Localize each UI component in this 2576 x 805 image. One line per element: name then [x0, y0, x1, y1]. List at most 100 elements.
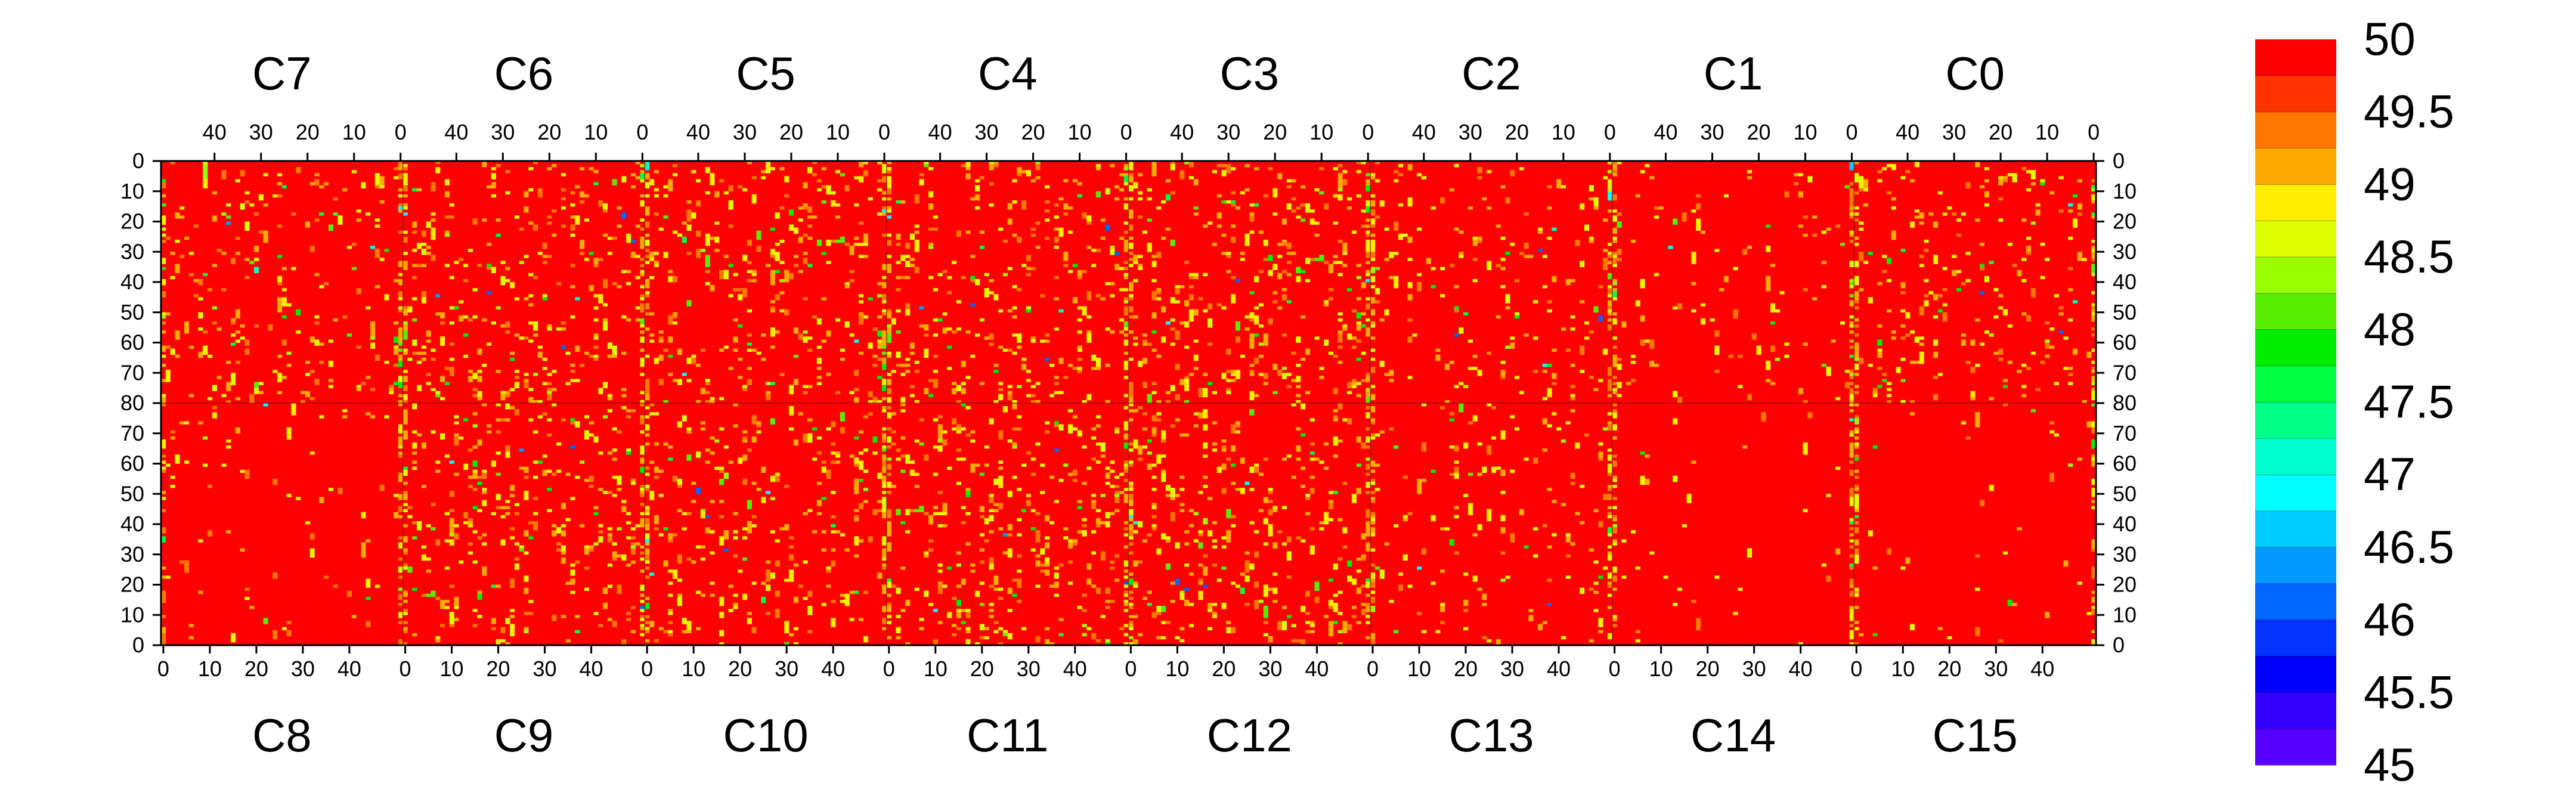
heat-cell	[309, 370, 315, 373]
heat-cell	[779, 278, 785, 283]
heat-cell	[1645, 478, 1650, 485]
heat-cell	[273, 478, 278, 485]
heat-cell	[505, 448, 510, 452]
heat-cell	[979, 246, 984, 249]
heat-cell	[886, 436, 891, 443]
heat-cell	[556, 527, 562, 534]
heat-cell	[394, 176, 399, 179]
heat-cell	[1249, 203, 1255, 207]
heat-cell	[398, 602, 403, 606]
heat-cell	[640, 460, 645, 464]
heat-cell	[1045, 515, 1050, 522]
heat-cell	[231, 342, 236, 346]
heat-cell	[1612, 288, 1617, 292]
heat-cell	[649, 403, 655, 407]
heat-cell	[1984, 191, 1989, 198]
heat-cell	[686, 209, 692, 222]
heat-cell	[882, 397, 887, 401]
heat-cell	[1663, 575, 1668, 579]
heat-cell	[1309, 630, 1315, 634]
heat-cell	[319, 415, 324, 419]
heat-cell	[161, 227, 166, 231]
heat-cell	[1309, 218, 1315, 225]
heat-cell	[435, 391, 441, 395]
heat-cell	[1058, 357, 1064, 364]
heat-cell	[500, 539, 506, 546]
heat-cell	[789, 224, 794, 228]
heat-cell	[161, 566, 166, 570]
heat-cell	[909, 394, 915, 398]
heat-cell	[863, 415, 868, 419]
heat-cell	[1542, 370, 1547, 373]
heat-cell	[607, 354, 612, 358]
heat-cell	[1402, 518, 1408, 522]
heat-cell	[1328, 503, 1334, 509]
heat-cell	[1133, 530, 1138, 534]
heat-cell	[1165, 321, 1171, 325]
heat-cell	[1035, 221, 1041, 225]
heat-cell	[1231, 200, 1236, 204]
heat-cell	[1231, 515, 1236, 519]
heat-cell	[1286, 373, 1292, 376]
heat-cell	[1389, 370, 1394, 376]
heat-cell	[937, 445, 943, 452]
heat-cell	[1682, 524, 1687, 528]
heat-cell	[1463, 599, 1469, 606]
heat-cell	[1854, 385, 1859, 388]
heat-cell	[444, 512, 450, 516]
heat-cell	[351, 615, 357, 618]
heat-cell	[500, 627, 506, 633]
heat-cell	[989, 333, 994, 340]
heat-cell	[937, 273, 943, 277]
heat-cell	[1296, 364, 1301, 367]
heat-cell	[886, 481, 891, 488]
heat-cell	[2091, 273, 2097, 277]
heat-cell	[663, 560, 668, 567]
heat-cell	[1496, 315, 1501, 319]
heat-cell	[533, 321, 538, 331]
heat-cell	[1184, 376, 1190, 379]
heat-cell	[542, 412, 547, 416]
heat-cell	[956, 563, 961, 567]
heat-cell	[645, 249, 650, 252]
heat-cell	[1309, 475, 1315, 479]
heat-cell	[882, 536, 887, 543]
heat-cell	[570, 497, 575, 500]
heat-cell	[747, 500, 752, 509]
heat-cell	[640, 457, 645, 461]
heat-cell	[1030, 394, 1036, 398]
heat-cell	[1965, 182, 1971, 188]
heat-cell	[612, 427, 617, 431]
heat-cell	[886, 527, 891, 537]
heat-cell	[1677, 587, 1683, 591]
heat-cell	[510, 578, 515, 588]
heat-cell	[961, 403, 966, 407]
heat-cell	[728, 294, 733, 298]
heat-cell	[1444, 527, 1450, 531]
heat-cell	[379, 200, 385, 204]
heat-cell	[402, 627, 408, 630]
heat-cell	[2030, 221, 2036, 225]
heat-cell	[1063, 252, 1069, 261]
heat-cell	[1072, 478, 1078, 482]
heat-cell	[496, 164, 501, 168]
heat-cell	[886, 188, 891, 195]
heat-cell	[1123, 176, 1129, 182]
heat-cell	[645, 182, 650, 188]
heat-cell	[2091, 539, 2097, 543]
x-tick-label-top: 40	[203, 120, 227, 144]
heat-cell	[1226, 270, 1231, 274]
heat-cell	[770, 270, 775, 286]
heat-cell	[914, 439, 919, 443]
heat-cell	[612, 542, 617, 546]
heat-cell	[896, 587, 901, 595]
heat-cell	[1500, 267, 1506, 271]
heat-cell	[175, 212, 180, 216]
heat-cell	[1007, 394, 1013, 401]
heat-cell	[1123, 463, 1129, 467]
heat-cell	[244, 348, 250, 355]
y-tick-label-right: 20	[2113, 209, 2137, 234]
heat-cell	[426, 339, 431, 343]
heat-cell	[2091, 488, 2097, 494]
heat-cell	[993, 370, 999, 373]
